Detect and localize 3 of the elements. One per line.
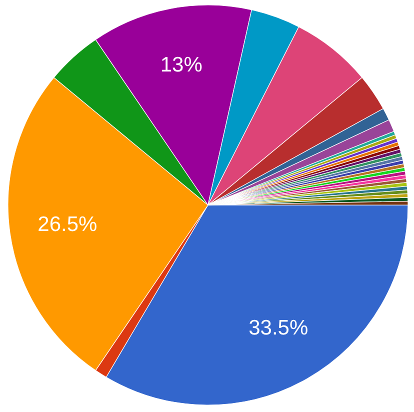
data-label: 33.5% (248, 316, 308, 340)
data-label: 13% (160, 54, 202, 77)
data-label: 26.5% (38, 213, 98, 236)
